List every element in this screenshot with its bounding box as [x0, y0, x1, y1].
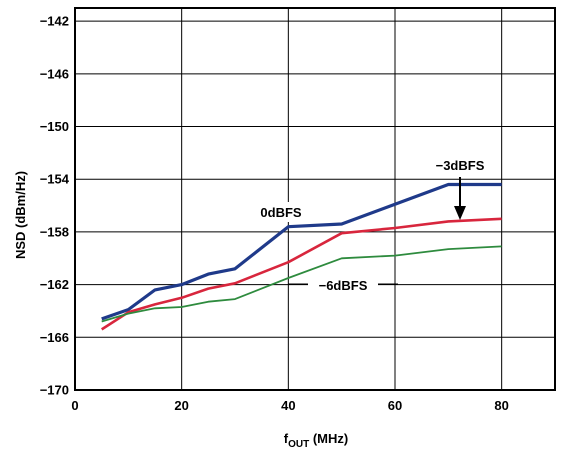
x-axis-title-main: f [284, 431, 289, 446]
x-tick-label-1: 20 [174, 398, 188, 413]
annotation-3dbfs: −3dBFS [423, 155, 497, 220]
x-tick-label-3: 60 [388, 398, 402, 413]
x-tick-label-2: 40 [281, 398, 295, 413]
y-axis-title: NSD (dBm/Hz) [13, 171, 28, 259]
x-axis-title: fOUT (MHz) [284, 431, 348, 450]
annotation-3dbfs-arrow-head [454, 206, 466, 220]
series-lines [100, 182, 502, 331]
y-tick-labels: −170 −166 −162 −158 −154 −150 −146 −142 [40, 14, 70, 398]
y-tick-label-3: −158 [40, 224, 69, 239]
annotation-6dbfs-text: −6dBFS [319, 278, 368, 293]
annotation-3dbfs-text: −3dBFS [436, 158, 485, 173]
y-tick-label-7: −142 [40, 14, 69, 29]
x-axis-title-unit: (MHz) [309, 431, 348, 446]
series-line-1 [100, 217, 502, 331]
y-tick-label-4: −154 [40, 172, 70, 187]
annotation-6dbfs: −6dBFS [288, 275, 398, 295]
x-tick-labels: 0 20 40 60 80 [71, 398, 509, 413]
y-tick-label-5: −150 [40, 119, 69, 134]
plot-frame [74, 7, 556, 391]
x-axis-title-sub: OUT [288, 439, 309, 450]
y-tick-label-6: −146 [40, 66, 69, 81]
grid [74, 8, 555, 391]
series-line-0 [101, 182, 502, 321]
series-line-2 [101, 245, 502, 323]
y-tick-label-0: −170 [40, 383, 69, 398]
y-tick-label-2: −162 [40, 277, 69, 292]
y-tick-label-1: −166 [40, 330, 69, 345]
annotation-0dbfs-text: 0dBFS [260, 205, 302, 220]
annotation-0dbfs: 0dBFS [249, 202, 313, 222]
x-tick-label-0: 0 [71, 398, 78, 413]
x-tick-label-4: 80 [494, 398, 508, 413]
